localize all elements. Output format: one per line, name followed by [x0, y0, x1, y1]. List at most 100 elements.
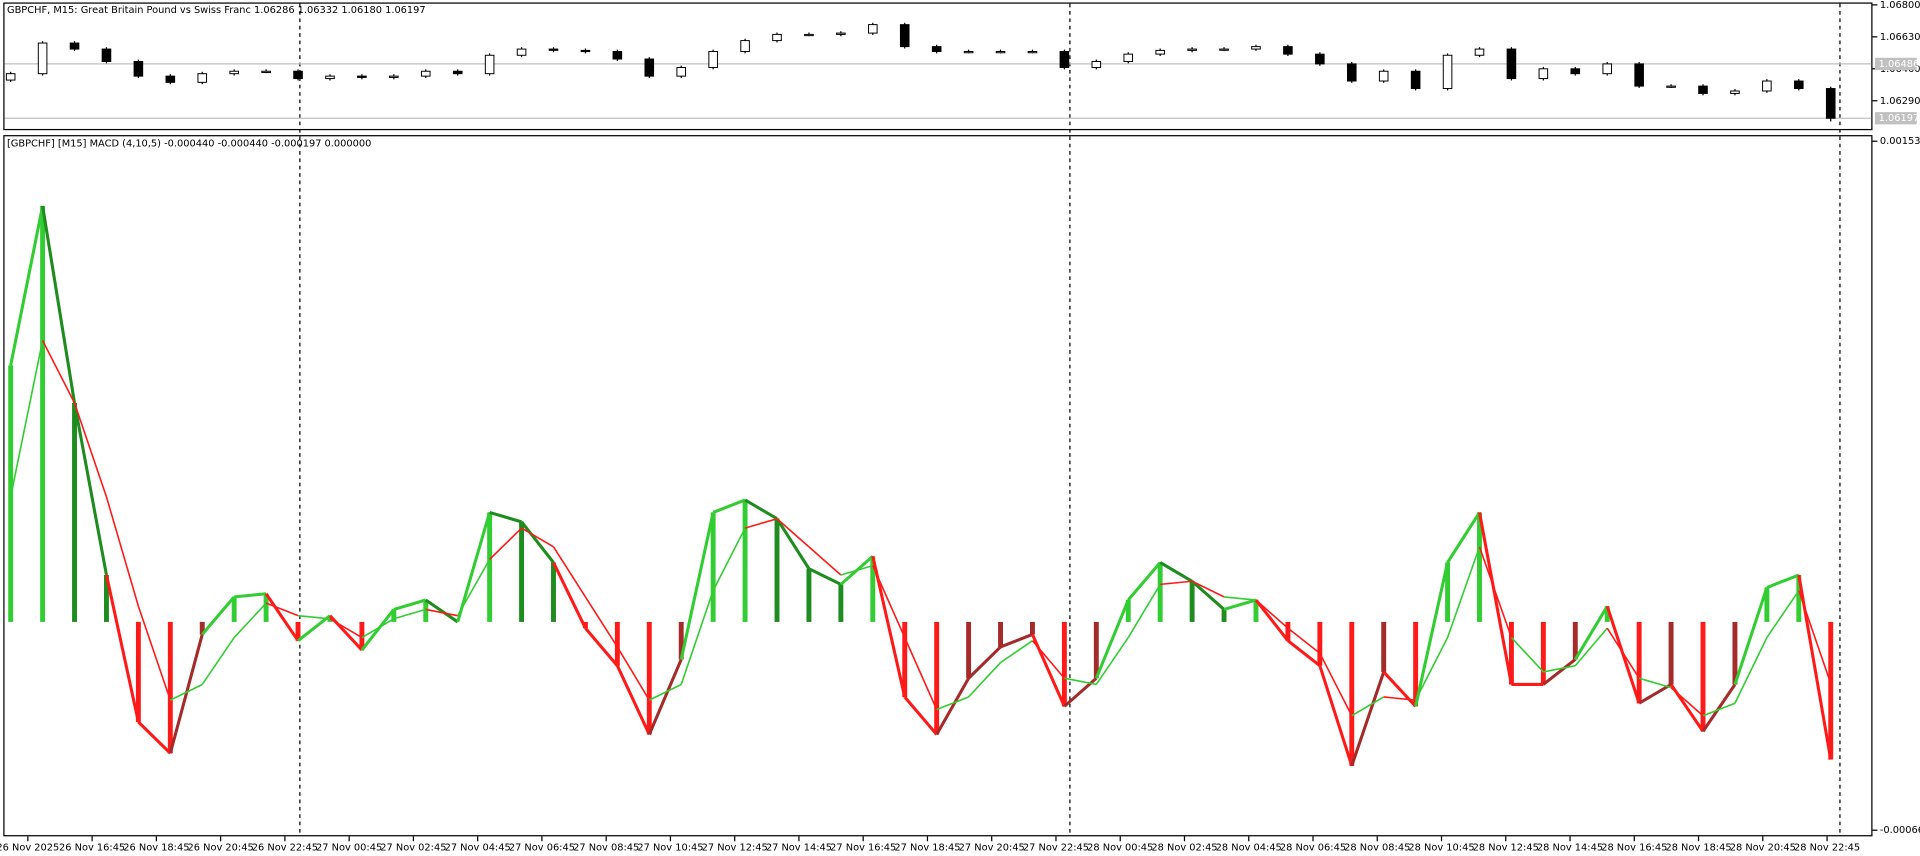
signal-line [1095, 637, 1129, 685]
x-tick-label: 28 Nov 16:45 [1601, 842, 1667, 853]
histogram-bar [966, 621, 972, 679]
histogram-bar [1732, 621, 1738, 685]
macd-line [1542, 658, 1577, 686]
x-tick-label: 28 Nov 00:45 [1087, 842, 1153, 853]
histogram-bar [1221, 609, 1227, 622]
histogram-bar [519, 521, 525, 622]
candle-body [1762, 80, 1772, 92]
candle-body [1825, 88, 1836, 119]
candle-body [1346, 63, 1357, 82]
macd-line [1605, 605, 1641, 704]
candle-body [1602, 63, 1613, 75]
signal-line [201, 637, 235, 685]
signal-line [1383, 696, 1416, 701]
macd-line [679, 512, 715, 660]
signal-line [265, 602, 299, 617]
macd-line [1701, 683, 1737, 733]
signal-line [584, 596, 619, 648]
histogram-bar [423, 600, 429, 622]
candle-body [229, 70, 239, 75]
histogram-bar [167, 621, 173, 754]
candle-body [1091, 60, 1102, 68]
histogram-bar [742, 499, 748, 622]
histogram-bar [1796, 575, 1802, 622]
macd-line [168, 634, 204, 754]
signal-line [1670, 686, 1704, 717]
price-title: GBPCHF, M15: Great Britain Pound vs Swis… [7, 5, 426, 16]
histogram-bar [806, 568, 812, 622]
macd-line [1446, 511, 1481, 564]
x-tick-label: 28 Nov 08:45 [1344, 842, 1410, 853]
signal-line [1766, 590, 1800, 639]
candle-body [1634, 63, 1644, 87]
candle-body [1538, 68, 1549, 80]
candle-body [1027, 51, 1038, 54]
candle-body [1730, 90, 1740, 94]
x-tick-label: 26 Nov 22:45 [252, 842, 318, 853]
y-tick-label: -0.000666 [1880, 825, 1920, 836]
day-separators [299, 3, 1841, 836]
candle-body [1442, 54, 1453, 90]
x-tick-label: 28 Nov 06:45 [1280, 842, 1346, 853]
signal-line [1191, 580, 1225, 598]
macd-line [1286, 639, 1321, 667]
signal-line [489, 527, 523, 560]
histogram-bar [1157, 562, 1163, 622]
candle-body [197, 73, 208, 83]
histogram-bar [838, 584, 844, 622]
macd-line [1127, 561, 1162, 602]
histogram-bar [614, 621, 620, 666]
histogram-bar [135, 621, 141, 722]
price-panel [3, 2, 1873, 131]
macd-line [234, 592, 267, 599]
macd-line [297, 614, 331, 642]
histogram-bar [1668, 621, 1674, 685]
signal-line [808, 546, 842, 576]
candle-body [804, 33, 814, 37]
candle-body [899, 24, 910, 48]
y-tick-label: 1.06630 [1880, 32, 1920, 43]
histogram-bar [902, 621, 908, 697]
x-tick-label: 27 Nov 20:45 [959, 842, 1025, 853]
candle-body [293, 70, 303, 80]
macd-line [201, 595, 236, 636]
histogram-bar [1030, 621, 1035, 635]
signal-line [1127, 583, 1161, 638]
candle-body [548, 48, 559, 51]
x-tick-label: 27 Nov 08:45 [573, 842, 639, 853]
histogram-bar [231, 596, 237, 622]
macd-line [775, 517, 811, 570]
x-tick-label: 26 Nov 20:45 [188, 842, 254, 853]
signal-line [297, 614, 331, 620]
histogram-bar [998, 621, 1003, 647]
x-tick-label: 27 Nov 00:45 [316, 842, 382, 853]
macd-line [489, 510, 522, 524]
candle-body [261, 70, 271, 73]
signal-line [552, 546, 587, 598]
price-label-box [1874, 112, 1917, 125]
macd-line [1382, 670, 1417, 708]
histogram-bar [1540, 621, 1546, 685]
candle-body [325, 75, 335, 80]
price-label: 1.06486 [1879, 59, 1920, 70]
macd-line [1223, 598, 1257, 611]
signal-line [1223, 596, 1257, 601]
signal-line [1031, 640, 1065, 679]
x-tick-label: 27 Nov 02:45 [380, 842, 446, 853]
candle-body [69, 42, 80, 50]
histogram-bar [1349, 621, 1355, 766]
candle-body [1315, 53, 1325, 65]
candle-body [1474, 48, 1485, 56]
macd-line [1094, 599, 1130, 679]
candle-body [1506, 48, 1517, 80]
macd-line [1477, 512, 1513, 685]
macd-line [1350, 671, 1386, 767]
signal-line [393, 608, 426, 620]
candle-body [676, 66, 687, 77]
histogram-bar [1125, 600, 1131, 622]
candle-body [484, 54, 495, 75]
macd-line [1733, 587, 1769, 685]
histogram-bar [263, 593, 269, 622]
signal-line [680, 590, 714, 685]
